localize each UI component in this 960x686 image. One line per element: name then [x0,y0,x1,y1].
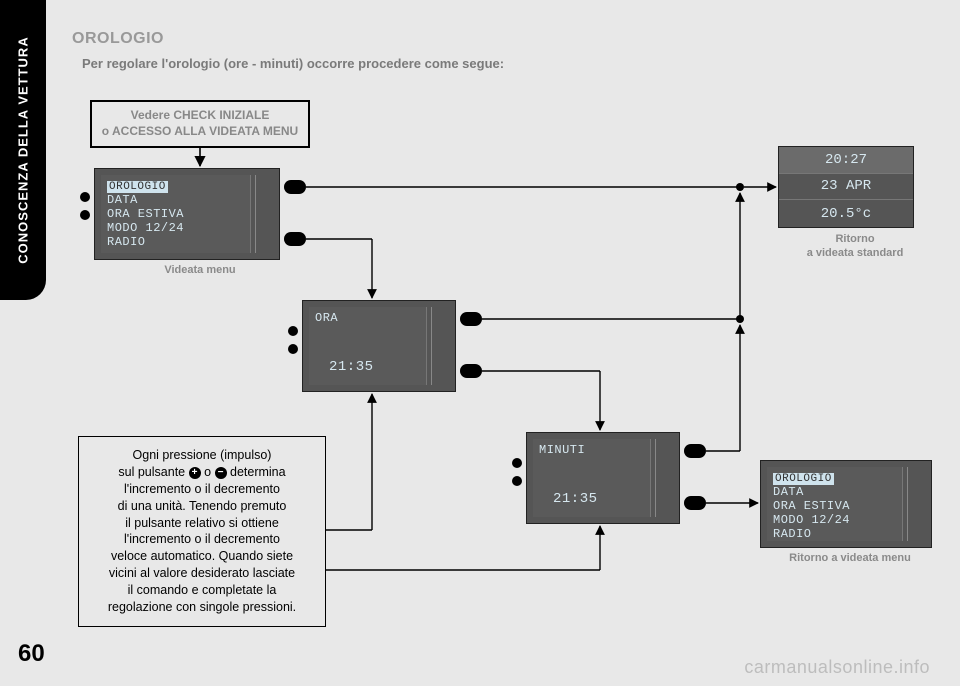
instruction-text: Vedere CHECK INIZIALE o ACCESSO ALLA VID… [102,108,298,139]
section-subtitle: Per regolare l'orologio (ore - minuti) o… [82,56,504,71]
menu-line: DATA [773,485,896,499]
button-pill [684,496,706,510]
manual-page: CONOSCENZA DELLA VETTURA 60 carmanualson… [0,0,960,686]
button-pill [460,364,482,378]
side-tab: CONOSCENZA DELLA VETTURA [0,0,46,300]
standard-date: 23 APR [779,174,913,201]
screen-minuti-header: MINUTI [539,443,585,457]
screen-menu: OROLOGIO DATA ORA ESTIVA MODO 12/24 RADI… [94,168,280,260]
button-pill [684,444,706,458]
button-dot [288,344,298,354]
button-pill [284,232,306,246]
button-dot [288,326,298,336]
menu-line: RADIO [107,235,244,249]
help-box: Ogni pressione (impulso) sul pulsante + … [78,436,326,627]
screen-divider [655,439,673,517]
caption-standard: Ritorno a videata standard [790,232,920,261]
screen-divider [907,467,925,541]
screen-menu-header: OROLOGIO [107,181,168,193]
screen-ora: ORA 21:35 [302,300,456,392]
minus-icon: − [215,467,227,479]
menu-line: ORA ESTIVA [107,207,244,221]
section-title: OROLOGIO [72,30,164,48]
instruction-box: Vedere CHECK INIZIALE o ACCESSO ALLA VID… [90,100,310,148]
plus-icon: + [189,467,201,479]
screen-minuti-inner: MINUTI 21:35 [533,439,651,517]
menu-line: ORA ESTIVA [773,499,896,513]
menu-line: DATA [107,193,244,207]
screen-minuti: MINUTI 21:35 [526,432,680,524]
menu-line: MODO 12/24 [107,221,244,235]
side-tab-label: CONOSCENZA DELLA VETTURA [16,36,31,263]
button-dot [80,210,90,220]
button-pill [284,180,306,194]
caption-menu-return: Ritorno a videata menu [760,552,940,564]
button-dot [80,192,90,202]
screen-minuti-value: 21:35 [553,491,598,507]
button-dot [512,476,522,486]
screen-menu-return-inner: OROLOGIO DATA ORA ESTIVA MODO 12/24 RADI… [767,467,903,541]
screen-divider [255,175,273,253]
caption-menu: Videata menu [150,264,250,276]
menu-line: RADIO [773,527,896,541]
watermark: carmanualsonline.info [744,657,930,678]
menu-line: MODO 12/24 [773,513,896,527]
screen-ora-inner: ORA 21:35 [309,307,427,385]
help-text-2: determina l'incremento o il decremento d… [108,465,296,614]
screen-standard: 20:27 23 APR 20.5°c [778,146,914,228]
screen-menu-return-header: OROLOGIO [773,473,834,485]
screen-ora-header: ORA [315,311,338,325]
button-pill [460,312,482,326]
standard-time: 20:27 [779,147,913,174]
page-number: 60 [18,640,45,668]
button-dot [512,458,522,468]
standard-temp: 20.5°c [779,200,913,227]
screen-menu-return: OROLOGIO DATA ORA ESTIVA MODO 12/24 RADI… [760,460,932,548]
screen-menu-inner: OROLOGIO DATA ORA ESTIVA MODO 12/24 RADI… [101,175,251,253]
screen-ora-value: 21:35 [329,359,374,375]
help-text-mid: o [204,465,214,479]
screen-divider [431,307,449,385]
